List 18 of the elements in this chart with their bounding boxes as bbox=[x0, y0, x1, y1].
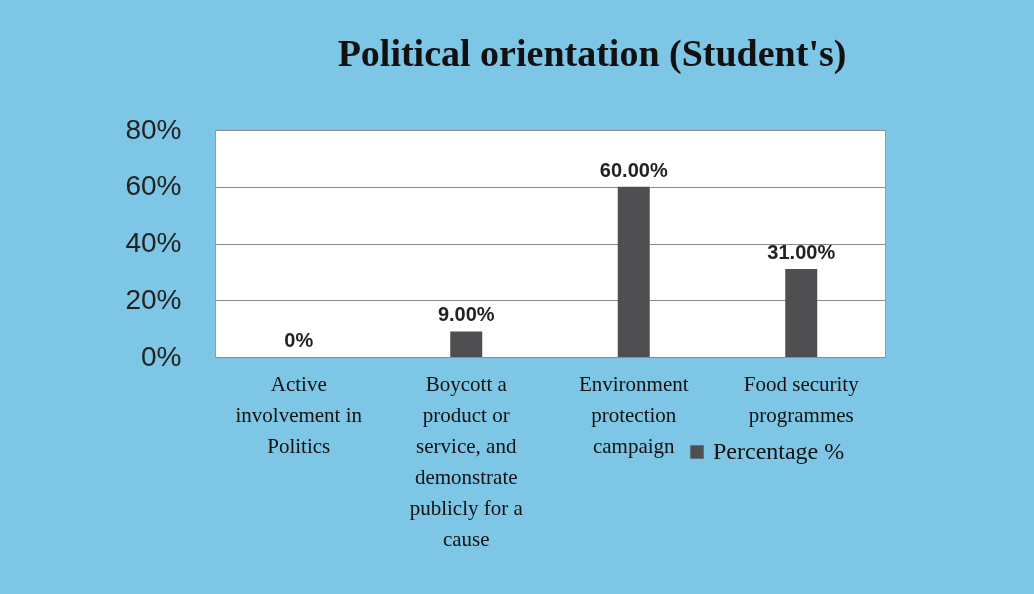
y-tick-label: 40% bbox=[125, 227, 182, 258]
y-tick-label: 20% bbox=[125, 283, 182, 315]
y-tick-label: 60% bbox=[125, 170, 182, 202]
y-tick-label: 0% bbox=[141, 340, 182, 372]
legend-label: Percentage % bbox=[713, 438, 845, 464]
data-label: 0% bbox=[284, 329, 314, 351]
bar bbox=[450, 331, 483, 357]
x-tick-label: Environment protection campaign bbox=[578, 371, 689, 458]
data-label: 31.00% bbox=[767, 241, 836, 264]
data-label: 9.00% bbox=[437, 303, 495, 326]
bar bbox=[617, 186, 650, 357]
x-tick-label: Active involvement in Politics bbox=[235, 371, 363, 458]
chart-title: Political orientation (Student's) bbox=[337, 32, 847, 75]
data-label: 60.00% bbox=[599, 158, 668, 181]
x-tick-label: Food security programmes bbox=[743, 371, 860, 427]
y-tick-label: 80% bbox=[125, 113, 182, 145]
x-tick-label: Boycott a product or service, and demonstrate publicly for a cause bbox=[409, 371, 524, 551]
bar bbox=[785, 269, 818, 357]
